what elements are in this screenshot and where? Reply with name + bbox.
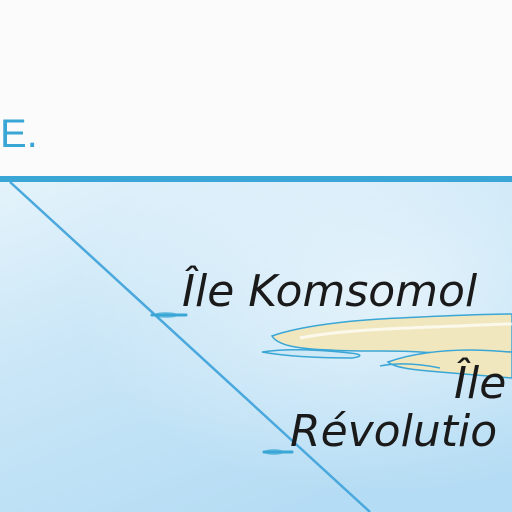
label-leader-revolution [264, 449, 284, 455]
header-border [0, 176, 512, 182]
coast-outline [379, 363, 441, 369]
label-ile-revolution-line1: Île [454, 358, 507, 409]
label-ile-revolution-line2: Révolutio [290, 406, 498, 457]
header-title: E. [0, 112, 38, 156]
boundary-line [9, 181, 371, 512]
header-band [0, 0, 512, 180]
island-revolution [386, 349, 512, 379]
coast-outline [261, 349, 361, 359]
label-ile-komsomolets: Île Komsomol [182, 266, 478, 317]
island-highlight [299, 322, 512, 340]
label-leader-komsomolets [154, 312, 178, 318]
